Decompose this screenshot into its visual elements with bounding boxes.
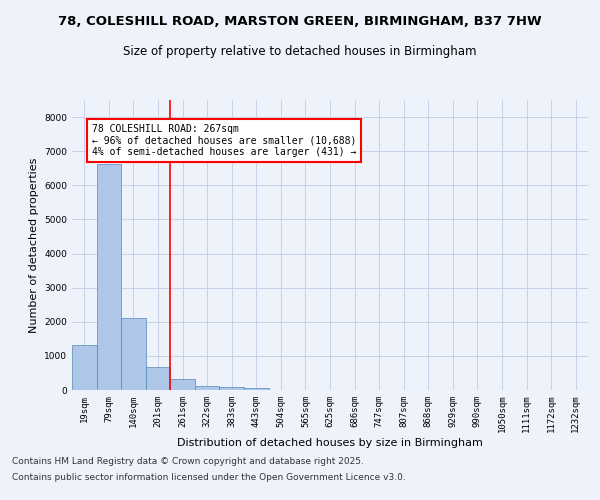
Text: Contains public sector information licensed under the Open Government Licence v3: Contains public sector information licen… bbox=[12, 472, 406, 482]
Bar bbox=[170, 380, 195, 390]
Y-axis label: Number of detached properties: Number of detached properties bbox=[29, 158, 38, 332]
Bar bbox=[244, 388, 269, 390]
X-axis label: Distribution of detached houses by size in Birmingham: Distribution of detached houses by size … bbox=[177, 438, 483, 448]
Bar bbox=[146, 367, 170, 390]
Bar bbox=[195, 386, 220, 390]
Text: 78 COLESHILL ROAD: 267sqm
← 96% of detached houses are smaller (10,688)
4% of se: 78 COLESHILL ROAD: 267sqm ← 96% of detac… bbox=[92, 124, 356, 157]
Bar bbox=[121, 318, 146, 390]
Text: 78, COLESHILL ROAD, MARSTON GREEN, BIRMINGHAM, B37 7HW: 78, COLESHILL ROAD, MARSTON GREEN, BIRMI… bbox=[58, 15, 542, 28]
Bar bbox=[97, 164, 121, 390]
Text: Size of property relative to detached houses in Birmingham: Size of property relative to detached ho… bbox=[123, 45, 477, 58]
Bar bbox=[220, 388, 244, 390]
Bar bbox=[72, 345, 97, 390]
Text: Contains HM Land Registry data © Crown copyright and database right 2025.: Contains HM Land Registry data © Crown c… bbox=[12, 458, 364, 466]
